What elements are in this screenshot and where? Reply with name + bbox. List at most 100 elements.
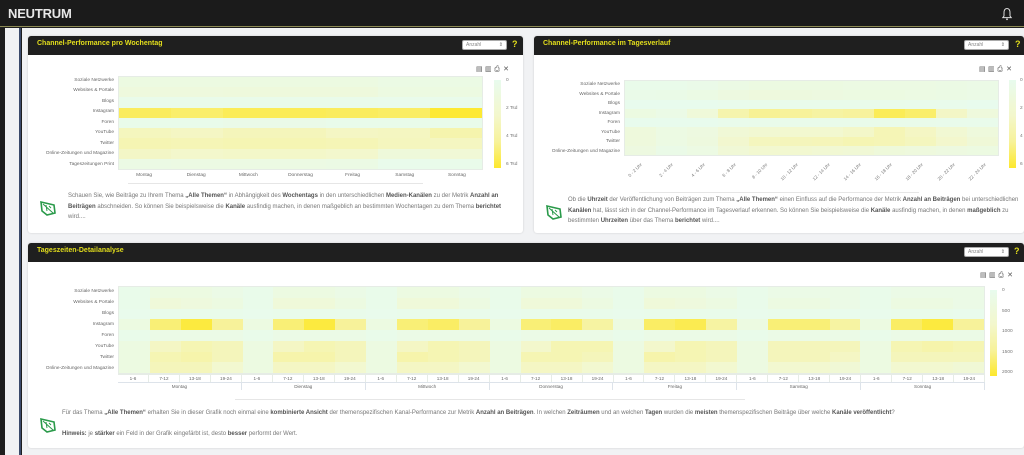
heatmap-cell[interactable] bbox=[860, 297, 892, 309]
heatmap-cell[interactable] bbox=[829, 308, 861, 320]
heatmap-cell[interactable] bbox=[119, 77, 171, 88]
heatmap-cell[interactable] bbox=[582, 330, 614, 341]
heatmap-cell[interactable] bbox=[335, 297, 367, 309]
heatmap-cell[interactable] bbox=[458, 340, 490, 352]
heatmap-cell[interactable] bbox=[378, 138, 431, 149]
heatmap-cell[interactable] bbox=[582, 319, 614, 330]
heatmap-cell[interactable] bbox=[427, 287, 459, 298]
heatmap-cell[interactable] bbox=[829, 362, 861, 373]
heatmap-cell[interactable] bbox=[644, 330, 676, 341]
heatmap-cell[interactable] bbox=[274, 97, 327, 108]
heatmap-cell[interactable] bbox=[736, 340, 768, 352]
heatmap-cell[interactable] bbox=[397, 351, 428, 363]
heatmap-cell[interactable] bbox=[625, 118, 657, 128]
heatmap-cell[interactable] bbox=[242, 287, 274, 298]
heatmap-cell[interactable] bbox=[935, 127, 967, 137]
heatmap-cell[interactable] bbox=[119, 148, 171, 159]
heatmap-cell[interactable] bbox=[873, 136, 905, 146]
heatmap-cell[interactable] bbox=[222, 148, 275, 159]
heatmap-cell[interactable] bbox=[378, 97, 431, 108]
heatmap-cell[interactable] bbox=[873, 90, 905, 100]
heatmap-cell[interactable] bbox=[644, 340, 676, 352]
heatmap-cell[interactable] bbox=[644, 362, 676, 373]
heatmap-cell[interactable] bbox=[222, 97, 275, 108]
fullscreen-icon[interactable]: ✕ bbox=[1007, 272, 1013, 279]
heatmap-cell[interactable] bbox=[489, 351, 521, 363]
heatmap-cell[interactable] bbox=[675, 287, 706, 298]
heatmap-cell[interactable] bbox=[335, 351, 367, 363]
print-icon[interactable]: ⎙ bbox=[998, 272, 1004, 279]
heatmap-cell[interactable] bbox=[430, 138, 482, 149]
heatmap-cell[interactable] bbox=[326, 87, 379, 98]
heatmap-cell[interactable] bbox=[274, 117, 327, 129]
heatmap-cell[interactable] bbox=[613, 362, 645, 373]
heatmap-cell[interactable] bbox=[170, 158, 223, 169]
heatmap-cell[interactable] bbox=[458, 287, 490, 298]
heatmap-cell[interactable] bbox=[180, 340, 212, 352]
heatmap-cell[interactable] bbox=[551, 351, 583, 363]
heatmap-cell[interactable] bbox=[891, 340, 923, 352]
heatmap-cell[interactable] bbox=[687, 136, 719, 146]
heatmap-cell[interactable] bbox=[953, 308, 984, 320]
heatmap-cell[interactable] bbox=[687, 118, 719, 128]
heatmap-cell[interactable] bbox=[842, 90, 874, 100]
heatmap-cell[interactable] bbox=[489, 308, 521, 320]
heatmap-cell[interactable] bbox=[119, 340, 150, 352]
heatmap-cell[interactable] bbox=[304, 287, 336, 298]
heatmap-cell[interactable] bbox=[304, 297, 336, 309]
heatmap-cell[interactable] bbox=[749, 145, 781, 155]
heatmap-cell[interactable] bbox=[767, 351, 799, 363]
heatmap-cell[interactable] bbox=[749, 108, 781, 118]
export-pdf-icon[interactable]: ▥ bbox=[485, 66, 492, 73]
heatmap-cell[interactable] bbox=[211, 340, 243, 352]
heatmap-cell[interactable] bbox=[582, 297, 614, 309]
heatmap-cell[interactable] bbox=[613, 319, 645, 330]
heatmap-cell[interactable] bbox=[860, 319, 892, 330]
heatmap-cell[interactable] bbox=[551, 362, 583, 373]
heatmap-cell[interactable] bbox=[326, 77, 379, 88]
heatmap-cell[interactable] bbox=[119, 158, 171, 169]
heatmap-cell[interactable] bbox=[749, 118, 781, 128]
heatmap-cell[interactable] bbox=[625, 90, 657, 100]
heatmap-cell[interactable] bbox=[430, 97, 482, 108]
heatmap-cell[interactable] bbox=[675, 362, 706, 373]
heatmap-cell[interactable] bbox=[811, 145, 843, 155]
heatmap-cell[interactable] bbox=[211, 287, 243, 298]
heatmap-cell[interactable] bbox=[922, 330, 954, 341]
heatmap-cell[interactable] bbox=[551, 319, 583, 330]
heatmap-cell[interactable] bbox=[891, 308, 923, 320]
heatmap-cell[interactable] bbox=[180, 330, 212, 341]
heatmap-cell[interactable] bbox=[718, 99, 750, 109]
heatmap-cell[interactable] bbox=[798, 330, 830, 341]
heatmap-cell[interactable] bbox=[705, 308, 737, 320]
heatmap-cell[interactable] bbox=[705, 287, 737, 298]
heatmap-cell[interactable] bbox=[656, 136, 688, 146]
heatmap-cell[interactable] bbox=[551, 340, 583, 352]
heatmap-cell[interactable] bbox=[211, 330, 243, 341]
heatmap-cell[interactable] bbox=[811, 108, 843, 118]
heatmap-cell[interactable] bbox=[705, 362, 737, 373]
heatmap-cell[interactable] bbox=[891, 287, 923, 298]
heatmap-cell[interactable] bbox=[222, 138, 275, 149]
heatmap-cell[interactable] bbox=[378, 107, 431, 118]
heatmap-cell[interactable] bbox=[798, 287, 830, 298]
heatmap-cell[interactable] bbox=[953, 297, 984, 309]
heatmap-cell[interactable] bbox=[625, 108, 657, 118]
heatmap-cell[interactable] bbox=[891, 330, 923, 341]
heatmap-cell[interactable] bbox=[625, 99, 657, 109]
heatmap-cell[interactable] bbox=[736, 319, 768, 330]
heatmap-cell[interactable] bbox=[613, 340, 645, 352]
heatmap-cell[interactable] bbox=[222, 107, 275, 118]
heatmap-cell[interactable] bbox=[430, 148, 482, 159]
heatmap-cell[interactable] bbox=[427, 330, 459, 341]
heatmap-cell[interactable] bbox=[119, 330, 150, 341]
heatmap-cell[interactable] bbox=[520, 308, 552, 320]
heatmap-cell[interactable] bbox=[378, 148, 431, 159]
heatmap-cell[interactable] bbox=[736, 297, 768, 309]
heatmap-cell[interactable] bbox=[274, 128, 327, 139]
heatmap-cell[interactable] bbox=[170, 77, 223, 88]
heatmap-cell[interactable] bbox=[842, 81, 874, 91]
heatmap-cell[interactable] bbox=[427, 297, 459, 309]
heatmap-cell[interactable] bbox=[625, 136, 657, 146]
heatmap-cell[interactable] bbox=[180, 297, 212, 309]
